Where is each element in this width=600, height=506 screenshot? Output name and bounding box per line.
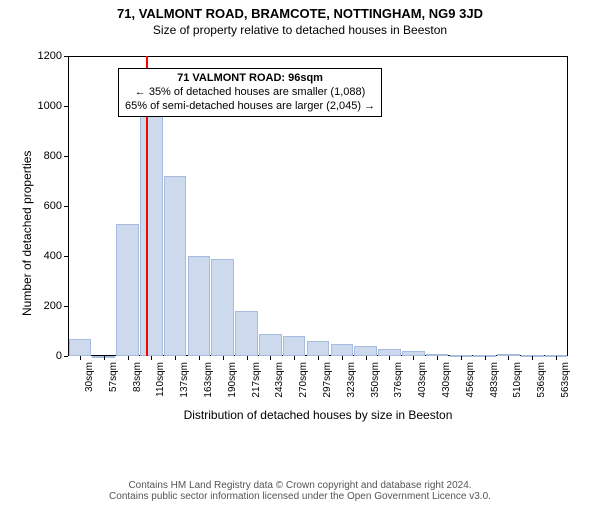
x-tick-mark: [342, 356, 343, 360]
histogram-bar: [331, 344, 354, 357]
footer: Contains HM Land Registry data © Crown c…: [0, 480, 600, 502]
x-tick-mark: [389, 356, 390, 360]
histogram-bar: [69, 339, 92, 357]
x-tick-label: 217sqm: [251, 362, 262, 406]
page-subtitle: Size of property relative to detached ho…: [0, 23, 600, 37]
histogram-bar: [354, 346, 377, 356]
x-tick-mark: [80, 356, 81, 360]
page-title: 71, VALMONT ROAD, BRAMCOTE, NOTTINGHAM, …: [0, 6, 600, 21]
x-tick-label: 110sqm: [155, 362, 166, 406]
x-tick-mark: [270, 356, 271, 360]
y-tick-mark: [64, 56, 68, 57]
y-tick-mark: [64, 206, 68, 207]
histogram-bar: [307, 341, 330, 356]
y-tick-label: 800: [34, 150, 62, 162]
histogram-bar: [378, 349, 401, 357]
x-tick-label: 190sqm: [227, 362, 238, 406]
histogram-bar: [140, 91, 163, 356]
histogram-bar: [259, 334, 282, 357]
chart-wrap: Number of detached properties Distributi…: [58, 56, 578, 426]
x-tick-label: 456sqm: [465, 362, 476, 406]
x-tick-mark: [556, 356, 557, 360]
histogram-bar: [116, 224, 139, 357]
x-axis-label: Distribution of detached houses by size …: [58, 408, 578, 422]
x-tick-mark: [413, 356, 414, 360]
info-line-larger: 65% of semi-detached houses are larger (…: [125, 100, 375, 114]
x-tick-label: 350sqm: [370, 362, 381, 406]
x-tick-label: 403sqm: [417, 362, 428, 406]
x-tick-mark: [128, 356, 129, 360]
x-tick-mark: [437, 356, 438, 360]
x-tick-label: 510sqm: [512, 362, 523, 406]
x-tick-mark: [508, 356, 509, 360]
info-line-smaller: ← 35% of detached houses are smaller (1,…: [125, 86, 375, 100]
y-tick-label: 200: [34, 300, 62, 312]
y-tick-label: 0: [34, 350, 62, 362]
histogram-bar: [164, 176, 187, 356]
y-tick-mark: [64, 156, 68, 157]
x-tick-mark: [175, 356, 176, 360]
x-tick-label: 137sqm: [179, 362, 190, 406]
y-tick-label: 1200: [34, 50, 62, 62]
histogram-bar: [283, 336, 306, 356]
x-tick-mark: [247, 356, 248, 360]
x-tick-mark: [318, 356, 319, 360]
x-tick-label: 83sqm: [132, 362, 143, 406]
x-tick-label: 243sqm: [274, 362, 285, 406]
x-tick-label: 30sqm: [84, 362, 95, 406]
y-tick-label: 400: [34, 250, 62, 262]
x-tick-mark: [532, 356, 533, 360]
x-tick-label: 483sqm: [489, 362, 500, 406]
x-tick-label: 536sqm: [536, 362, 547, 406]
footer-line1: Contains HM Land Registry data © Crown c…: [0, 480, 600, 491]
x-tick-mark: [485, 356, 486, 360]
x-tick-mark: [104, 356, 105, 360]
info-line-subject: 71 VALMONT ROAD: 96sqm: [125, 72, 375, 86]
histogram-bar: [235, 311, 258, 356]
y-tick-mark: [64, 106, 68, 107]
x-tick-label: 563sqm: [560, 362, 571, 406]
y-axis-label: Number of detached properties: [20, 151, 34, 316]
y-tick-mark: [64, 256, 68, 257]
y-tick-mark: [64, 356, 68, 357]
x-tick-mark: [151, 356, 152, 360]
chart-container: 71, VALMONT ROAD, BRAMCOTE, NOTTINGHAM, …: [0, 6, 600, 506]
footer-line2: Contains public sector information licen…: [0, 491, 600, 502]
x-tick-label: 57sqm: [108, 362, 119, 406]
y-tick-label: 1000: [34, 100, 62, 112]
x-tick-label: 323sqm: [346, 362, 357, 406]
x-tick-mark: [223, 356, 224, 360]
histogram-bar: [211, 259, 234, 357]
info-callout-box: 71 VALMONT ROAD: 96sqm← 35% of detached …: [118, 68, 382, 117]
x-tick-mark: [461, 356, 462, 360]
x-tick-mark: [199, 356, 200, 360]
x-tick-mark: [366, 356, 367, 360]
x-tick-label: 163sqm: [203, 362, 214, 406]
y-tick-label: 600: [34, 200, 62, 212]
x-tick-label: 376sqm: [393, 362, 404, 406]
histogram-bar: [188, 256, 211, 356]
y-tick-mark: [64, 306, 68, 307]
x-tick-mark: [294, 356, 295, 360]
x-tick-label: 297sqm: [322, 362, 333, 406]
x-tick-label: 270sqm: [298, 362, 309, 406]
x-tick-label: 430sqm: [441, 362, 452, 406]
